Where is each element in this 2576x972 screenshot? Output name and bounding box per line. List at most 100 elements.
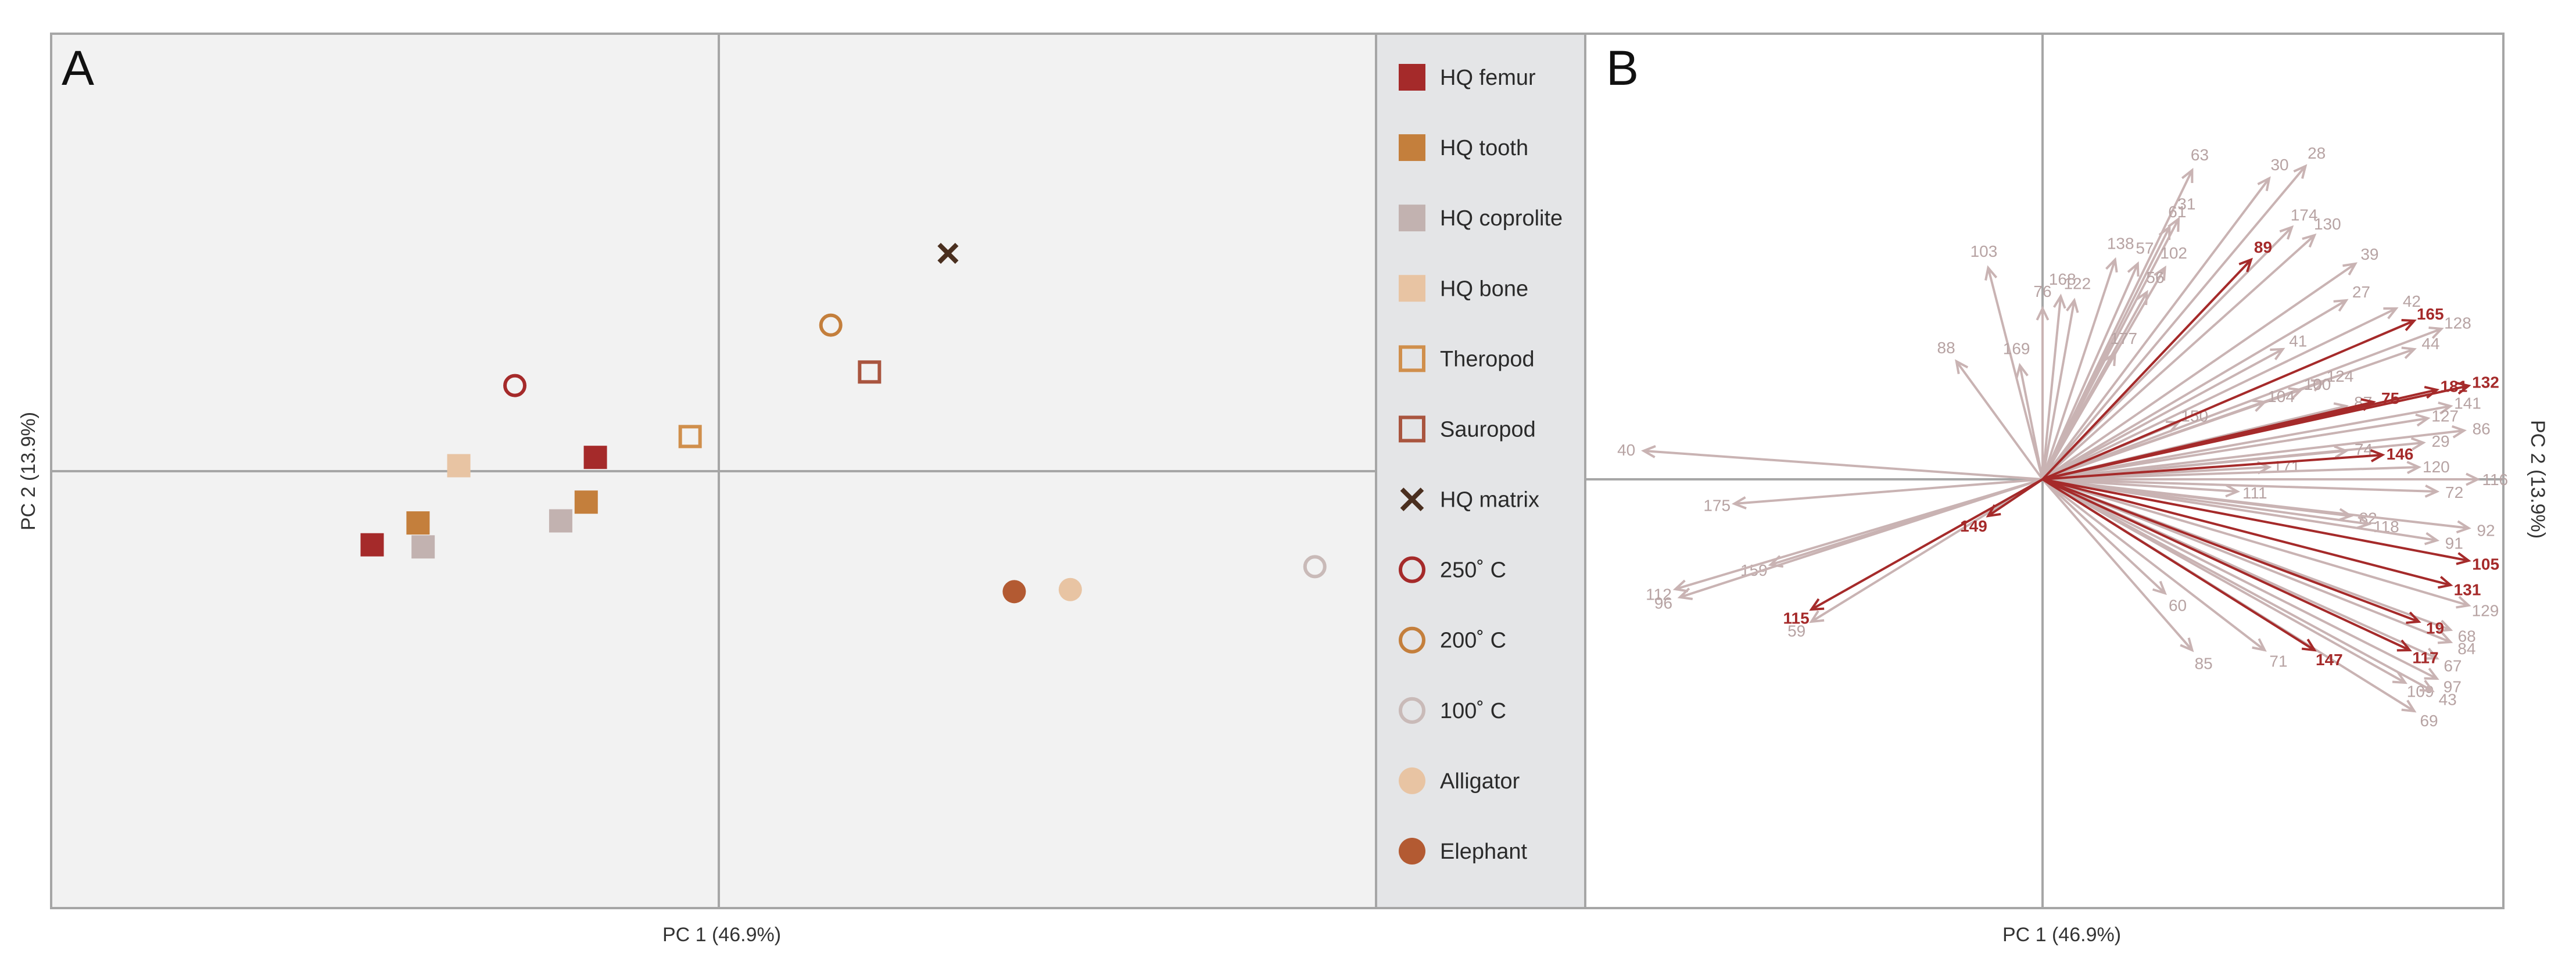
vector-88-shaft — [1955, 360, 2044, 480]
legend-item-hq-femur: HQ femur — [1399, 64, 1536, 91]
vector-27: 27 — [2041, 283, 2370, 480]
legend-item-200-c: 200˚ C — [1399, 626, 1506, 654]
vector-label-105: 105 — [2472, 555, 2499, 573]
vector-131-arrowhead — [2438, 576, 2453, 589]
vector-31-shaft — [2041, 218, 2180, 480]
vector-85-shaft — [2041, 478, 2193, 651]
point-hq-bone-1-shape — [447, 454, 471, 478]
vector-175-arrowhead — [1732, 496, 1747, 510]
vector-label-67: 67 — [2444, 657, 2462, 675]
point-alligator-1-shape — [1058, 578, 1082, 601]
vector-72: 72 — [2042, 478, 2463, 501]
vector-label-175: 175 — [1703, 496, 1731, 514]
vector-39-arrowhead — [2342, 262, 2358, 276]
point-hq-tooth-2 — [574, 490, 598, 514]
point-hq-bone-1 — [447, 454, 471, 478]
vector-label-57: 57 — [2136, 239, 2154, 257]
point-250-c-1-shape — [503, 374, 526, 397]
vector-129-arrowhead — [2456, 596, 2471, 609]
vector-138-shaft — [2041, 259, 2116, 480]
vector-131-shaft — [2042, 478, 2451, 586]
legend-marker-elephant — [1399, 838, 1425, 865]
vector-label-27: 27 — [2352, 283, 2370, 301]
vector-169-shaft — [2019, 365, 2044, 480]
vector-109-arrowhead — [2392, 671, 2408, 684]
vector-104-arrowhead — [2252, 399, 2267, 412]
vector-label-42: 42 — [2403, 292, 2421, 310]
vector-label-86: 86 — [2473, 420, 2491, 438]
vector-129-shaft — [2042, 478, 2469, 607]
vector-label-115: 115 — [1783, 609, 1809, 627]
legend-label-hq-bone: HQ bone — [1440, 277, 1528, 301]
legend-marker-hq-femur — [1399, 64, 1425, 91]
vector-label-141: 141 — [2454, 394, 2481, 413]
vector-84-arrowhead — [2437, 632, 2453, 644]
vector-105-arrowhead — [2456, 552, 2471, 565]
vector-68-arrowhead — [2437, 619, 2453, 633]
vector-43-arrowhead — [2419, 679, 2435, 693]
vector-label-63: 63 — [2191, 146, 2209, 164]
panel-b-y-axis-label: PC 2 (13.9%) — [2527, 420, 2549, 539]
vector-103-arrowhead — [1984, 265, 1998, 281]
vector-41-arrowhead — [2270, 347, 2285, 361]
point-200-c-1-shape — [819, 313, 843, 337]
vector-84: 84 — [2042, 478, 2475, 658]
vector-label-130: 130 — [2314, 215, 2341, 233]
legend-label-elephant: Elephant — [1440, 840, 1527, 864]
vector-label-84: 84 — [2457, 640, 2475, 658]
vector-label-124: 124 — [2327, 367, 2354, 385]
vector-label-28: 28 — [2308, 144, 2326, 162]
vector-label-146: 146 — [2387, 445, 2414, 463]
legend-item-250-c: 250˚ C — [1399, 556, 1506, 583]
point-hq-coprolite-1 — [411, 535, 435, 559]
vector-28-arrowhead — [2293, 164, 2308, 179]
vector-71-arrowhead — [2252, 638, 2267, 652]
vector-129: 129 — [2042, 478, 2499, 620]
vector-174-arrowhead — [2279, 225, 2294, 240]
vector-174-shaft — [2041, 226, 2293, 480]
legend-marker-hq-coprolite — [1399, 205, 1425, 232]
legend-marker-hq-bone — [1399, 275, 1425, 302]
vector-42-arrowhead — [2383, 307, 2399, 320]
panel-b-x-axis-label: PC 1 (46.9%) — [2002, 924, 2121, 946]
vector-label-165: 165 — [2417, 305, 2444, 323]
vector-label-103: 103 — [1970, 242, 1998, 260]
vector-59-shaft — [1811, 478, 2044, 623]
vector-19-arrowhead — [2406, 611, 2421, 624]
vector-76: 76 — [2033, 282, 2052, 479]
vector-label-72: 72 — [2445, 483, 2463, 501]
vector-120: 120 — [2042, 458, 2450, 480]
vector-112-arrowhead — [1672, 579, 1689, 593]
vector-112-shaft — [1675, 478, 2043, 590]
vector-label-30: 30 — [2270, 156, 2288, 174]
vector-128-shaft — [2042, 328, 2442, 480]
vector-40-arrowhead — [1641, 445, 1656, 458]
point-hq-tooth-2-shape — [574, 490, 598, 514]
vector-115: 115 — [1783, 478, 2043, 627]
vector-165-shaft — [2042, 320, 2415, 480]
vector-131: 131 — [2042, 478, 2481, 599]
vector-130: 130 — [2041, 215, 2341, 480]
vector-label-89: 89 — [2254, 238, 2272, 256]
vector-label-117: 117 — [2412, 649, 2438, 667]
vector-122: 122 — [2041, 274, 2091, 480]
vector-42: 42 — [2042, 292, 2421, 480]
vector-28: 28 — [2041, 144, 2326, 480]
vector-label-100: 100 — [2304, 375, 2331, 393]
vector-label-116: 116 — [2482, 471, 2508, 489]
vector-label-147: 147 — [2316, 651, 2343, 669]
vector-91-arrowhead — [2424, 532, 2440, 546]
legend-item-theropod: Theropod — [1399, 345, 1535, 372]
legend-marker-elephant-shape — [1399, 838, 1425, 865]
vector-102-arrowhead — [2154, 266, 2166, 281]
vector-146-shaft — [2042, 454, 2383, 480]
point-theropod-1 — [678, 425, 702, 449]
vector-127-shaft — [2042, 417, 2428, 480]
vector-116-arrowhead — [2466, 472, 2481, 486]
legend-marker-alligator-shape — [1399, 767, 1425, 794]
vector-label-59: 59 — [1787, 622, 1805, 640]
vector-96: 96 — [1654, 478, 2043, 612]
vector-89: 89 — [2041, 238, 2272, 480]
vector-88-arrowhead — [1955, 359, 1969, 375]
